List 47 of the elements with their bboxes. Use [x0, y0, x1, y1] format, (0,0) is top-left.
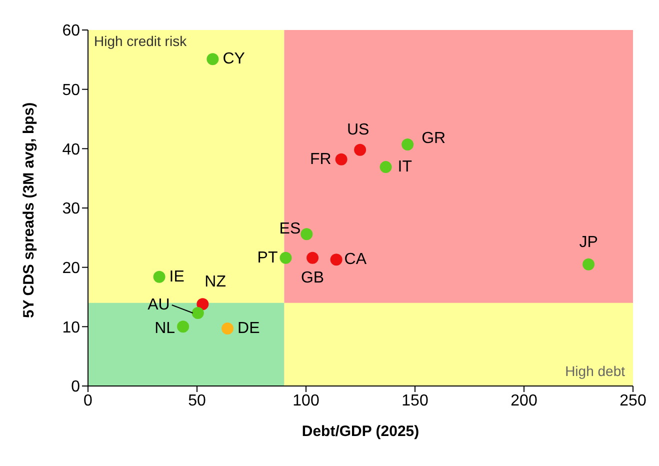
point	[192, 307, 204, 320]
y-tick-label: 10	[62, 319, 80, 336]
point	[335, 153, 348, 166]
annotation: NZ	[204, 274, 226, 291]
point	[280, 252, 292, 264]
y-tick-label: 50	[62, 82, 80, 100]
annotation: CA	[344, 251, 367, 268]
point	[306, 252, 319, 264]
annotation: PT	[257, 249, 278, 266]
point	[300, 228, 313, 240]
point	[402, 138, 414, 151]
annotation: DE	[238, 320, 260, 337]
y-tick-label: 20	[62, 260, 80, 278]
y-tick-label: 40	[62, 141, 80, 158]
band-label: High debt	[565, 363, 626, 379]
y-axis-title: 5Y CDS spreads (3M avg, bps)	[20, 102, 38, 318]
x-tick-label: 0	[84, 392, 93, 410]
annotation: US	[346, 121, 370, 138]
point	[196, 298, 209, 310]
annotation: AU	[148, 296, 170, 314]
y-tick-label: 0	[71, 378, 80, 396]
annotation: GB	[300, 269, 324, 286]
annotation: NL	[154, 320, 176, 338]
point	[206, 53, 219, 66]
annotation: GR	[422, 130, 446, 148]
annotation: FR	[310, 150, 332, 168]
x-tick-label: 150	[402, 392, 428, 410]
annotation: CY	[222, 50, 246, 68]
point	[380, 161, 392, 174]
point	[330, 254, 342, 266]
y-tick-label: 60	[62, 22, 80, 40]
annotation: IT	[398, 158, 412, 176]
point	[153, 270, 166, 283]
point	[177, 320, 190, 333]
x-tick-label: 50	[188, 392, 206, 410]
point	[582, 258, 595, 270]
band-label: High credit risk	[94, 33, 188, 49]
point	[354, 144, 366, 156]
annotation: ES	[279, 220, 301, 238]
x-tick-label: 250	[620, 392, 646, 410]
annotation: IE	[169, 268, 184, 286]
x-tick-label: 200	[510, 392, 538, 410]
annotation: JP	[579, 234, 598, 251]
x-tick-label: 100	[292, 392, 320, 410]
point	[222, 322, 234, 334]
y-tick-label: 30	[62, 200, 80, 218]
x-axis-title: Debt/GDP (2025)	[302, 423, 420, 440]
